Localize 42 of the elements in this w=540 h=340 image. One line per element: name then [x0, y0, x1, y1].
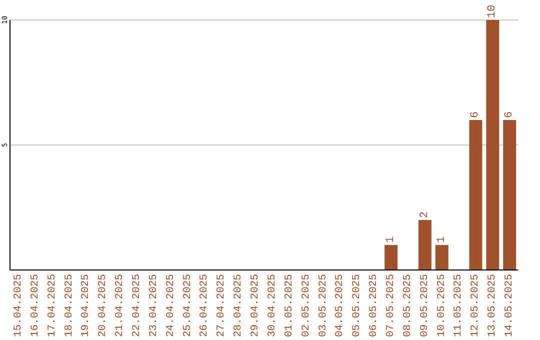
- x-tick-label: 18.04.2025: [63, 274, 76, 338]
- x-tick-label: 10.05.2025: [436, 274, 448, 338]
- x-tick-label: 16.04.2025: [29, 274, 42, 338]
- x-tick-label: 12.05.2025: [470, 274, 482, 338]
- x-tick-label: 21.04.2025: [114, 274, 126, 338]
- x-tick-label: 06.05.2025: [368, 274, 380, 338]
- x-tick-label: 27.04.2025: [216, 274, 228, 338]
- x-tick-label: 17.04.2025: [46, 274, 58, 338]
- x-tick-label: 07.05.2025: [385, 274, 397, 338]
- x-tick-label: 30.04.2025: [266, 274, 278, 338]
- data-label: 2: [418, 211, 431, 218]
- bar: [503, 120, 516, 270]
- bar: [418, 220, 432, 270]
- x-tick-label: 28.04.2025: [232, 274, 245, 338]
- x-tick-label: 26.04.2025: [198, 274, 211, 338]
- bar: [384, 245, 398, 270]
- x-tick-label: 02.05.2025: [300, 274, 312, 338]
- x-tick-label: 05.05.2025: [351, 274, 364, 338]
- x-tick-label: 14.05.2025: [504, 274, 516, 338]
- data-label: 10: [486, 4, 499, 18]
- x-tick-label: 03.05.2025: [317, 274, 330, 338]
- x-tick-label: 01.05.2025: [283, 274, 296, 338]
- x-tick-label: 11.05.2025: [452, 274, 465, 338]
- x-tick-label: 23.04.2025: [148, 274, 160, 338]
- x-tick-label: 09.05.2025: [418, 274, 431, 338]
- data-label: 1: [436, 236, 448, 243]
- x-tick-label: 20.04.2025: [97, 274, 110, 338]
- x-tick-label: 22.04.2025: [131, 274, 143, 338]
- bar: [469, 120, 482, 270]
- x-tick-label: 04.05.2025: [334, 274, 346, 338]
- x-tick-label: 29.04.2025: [250, 274, 262, 338]
- x-tick-label: 19.04.2025: [80, 274, 92, 338]
- bar: [435, 245, 448, 270]
- data-label: 6: [470, 111, 482, 118]
- x-tick-label: 25.04.2025: [182, 274, 194, 338]
- x-tick-label: 15.04.2025: [12, 274, 24, 338]
- data-label: 6: [504, 111, 516, 118]
- bar: [486, 20, 500, 270]
- data-label: 1: [385, 236, 398, 243]
- x-tick-label: 24.04.2025: [164, 274, 177, 338]
- x-tick-label: 13.05.2025: [486, 274, 499, 338]
- x-tick-label: 08.05.2025: [402, 274, 414, 338]
